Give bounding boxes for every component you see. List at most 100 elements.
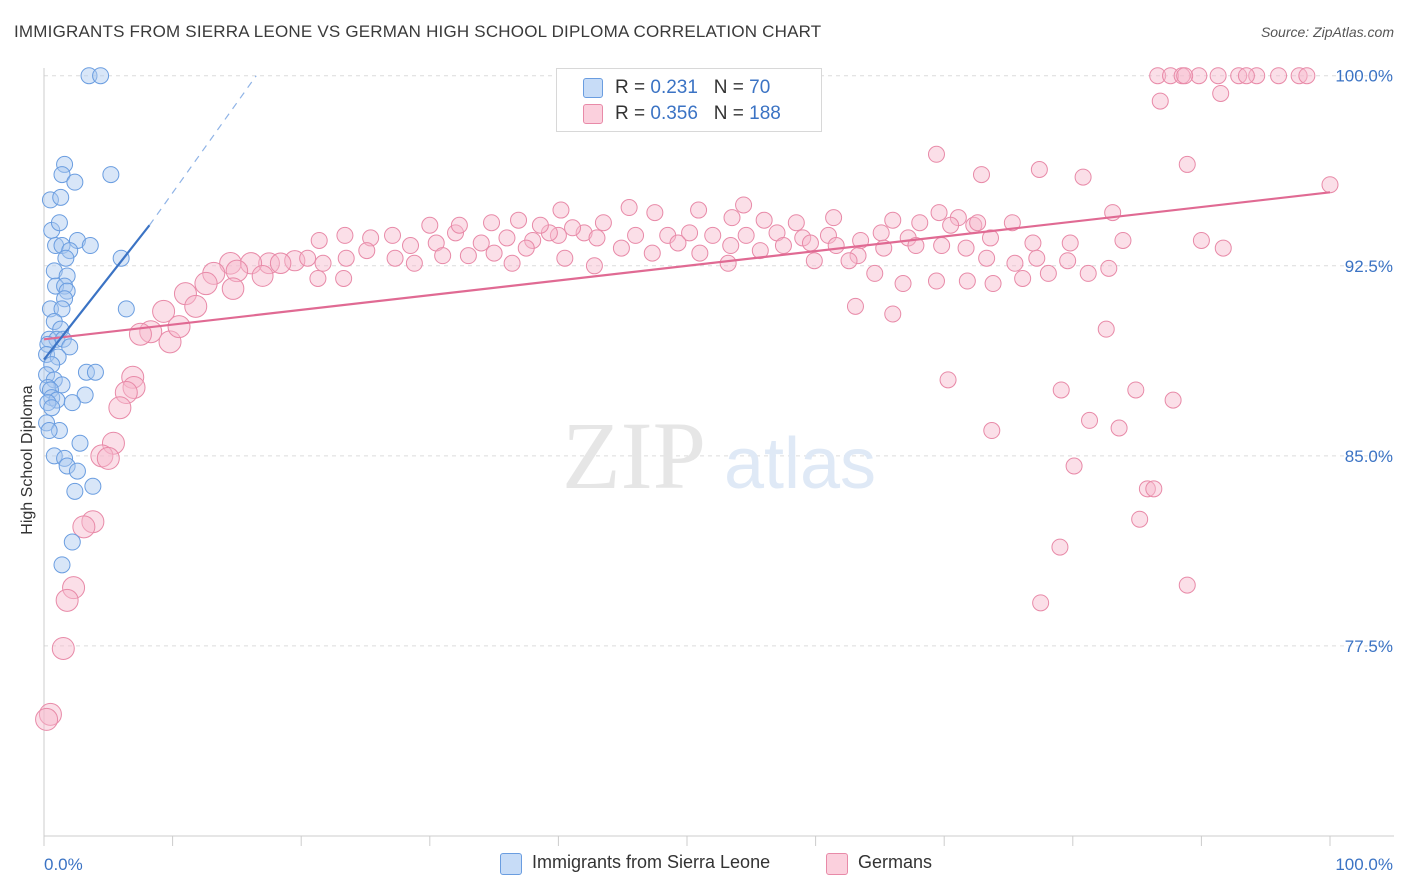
germans-point bbox=[1014, 269, 1032, 287]
germans-point bbox=[1028, 249, 1046, 267]
germans-point bbox=[485, 244, 503, 262]
germans-point bbox=[362, 229, 380, 247]
germans-point bbox=[434, 247, 452, 265]
germans-point bbox=[194, 271, 218, 296]
germans-point bbox=[866, 264, 884, 282]
germans-point bbox=[337, 249, 355, 267]
germans-point bbox=[801, 234, 819, 252]
germans-point bbox=[219, 251, 242, 275]
germans-point bbox=[459, 247, 477, 265]
germans-point bbox=[1032, 594, 1050, 612]
germans-point bbox=[35, 707, 59, 731]
germans-point bbox=[108, 396, 132, 420]
r-label: R = bbox=[615, 77, 646, 98]
germans-point bbox=[846, 297, 864, 315]
germans-point bbox=[1065, 457, 1083, 475]
germans-point bbox=[690, 201, 708, 219]
germans-point bbox=[314, 254, 332, 272]
germans-point bbox=[981, 229, 999, 247]
sierra-leone-point bbox=[56, 290, 74, 308]
germans-point bbox=[158, 330, 182, 354]
sierra-leone-point bbox=[56, 155, 74, 173]
germans-point bbox=[336, 226, 354, 244]
germans-point bbox=[894, 275, 912, 293]
germans-point bbox=[884, 211, 902, 229]
y-tick-label: 77.5% bbox=[1345, 637, 1393, 656]
germans-point bbox=[1270, 67, 1288, 85]
legend-swatch-sierra-leone bbox=[583, 78, 603, 98]
sierra-leone-point bbox=[56, 277, 74, 295]
germans-point bbox=[958, 272, 976, 290]
germans-point bbox=[1214, 239, 1232, 257]
germans-point bbox=[556, 249, 574, 267]
sierra-leone-point bbox=[52, 188, 70, 206]
germans-point bbox=[1149, 67, 1167, 85]
sierra-leone-point bbox=[50, 422, 68, 440]
germans-point bbox=[1164, 391, 1182, 409]
germans-point bbox=[251, 264, 274, 287]
germans-point bbox=[737, 226, 755, 244]
sierra-leone-point bbox=[43, 399, 61, 417]
bottom-legend-label-sierra-leone: Immigrants from Sierra Leone bbox=[532, 852, 771, 872]
germans-point bbox=[1039, 264, 1057, 282]
germans-point bbox=[1114, 231, 1132, 249]
germans-point bbox=[450, 216, 468, 234]
germans-point bbox=[421, 216, 439, 234]
trend-line-germans bbox=[43, 191, 1331, 341]
germans-point bbox=[51, 636, 75, 660]
series-sierra-leone-points bbox=[38, 67, 135, 574]
germans-point bbox=[167, 315, 191, 339]
germans-point bbox=[335, 269, 353, 287]
germans-point bbox=[1145, 480, 1163, 498]
germans-point bbox=[239, 252, 263, 275]
legend-stats-sierra-leone: R = 0.231 N = 70 bbox=[615, 77, 770, 99]
germans-point bbox=[643, 244, 661, 262]
germans-point bbox=[969, 214, 987, 232]
germans-point bbox=[907, 237, 925, 255]
germans-point bbox=[930, 204, 948, 222]
r-label: R = bbox=[615, 103, 646, 124]
germans-point bbox=[723, 209, 741, 227]
germans-point bbox=[1059, 252, 1077, 270]
germans-point bbox=[1237, 67, 1255, 85]
germans-point bbox=[805, 252, 823, 270]
sierra-leone-point bbox=[63, 394, 81, 412]
sierra-leone-point bbox=[53, 166, 71, 184]
germans-point bbox=[1006, 254, 1024, 272]
n-value-sierra-leone: 70 bbox=[749, 77, 771, 98]
sierra-leone-point bbox=[45, 447, 63, 465]
germans-point bbox=[588, 229, 606, 247]
sierra-leone-point bbox=[92, 67, 110, 85]
germans-point bbox=[503, 254, 521, 272]
germans-point bbox=[1100, 259, 1118, 277]
trend-line-sierra-leone-extension bbox=[148, 75, 257, 226]
germans-point bbox=[309, 269, 327, 287]
germans-point bbox=[927, 145, 945, 163]
germans-point bbox=[1003, 214, 1021, 232]
sierra-leone-point bbox=[63, 533, 81, 551]
sierra-leone-point bbox=[41, 191, 59, 209]
germans-point bbox=[872, 224, 890, 242]
x-tick-label-max: 100.0% bbox=[1335, 855, 1393, 874]
legend-box: R = 0.231 N = 70 R = 0.356 N = 188 bbox=[556, 68, 822, 132]
germans-point bbox=[774, 237, 792, 255]
sierra-leone-point bbox=[53, 300, 71, 318]
chart-title: IMMIGRANTS FROM SIERRA LEONE VS GERMAN H… bbox=[14, 22, 822, 41]
x-tick-label-min: 0.0% bbox=[44, 855, 83, 874]
sierra-leone-point bbox=[112, 249, 130, 267]
germans-point bbox=[691, 244, 709, 262]
germans-point bbox=[1024, 234, 1042, 252]
germans-point bbox=[483, 214, 501, 232]
germans-point bbox=[594, 214, 612, 232]
germans-point bbox=[939, 371, 957, 389]
germans-point bbox=[884, 305, 902, 323]
sierra-leone-point bbox=[68, 462, 86, 480]
germans-point bbox=[310, 231, 328, 249]
germans-point bbox=[669, 234, 687, 252]
germans-point bbox=[722, 237, 740, 255]
sierra-leone-point bbox=[117, 300, 135, 318]
sierra-leone-point bbox=[84, 477, 102, 495]
germans-point bbox=[1110, 419, 1128, 437]
y-tick-label: 92.5% bbox=[1345, 257, 1393, 276]
germans-point bbox=[1097, 320, 1115, 338]
